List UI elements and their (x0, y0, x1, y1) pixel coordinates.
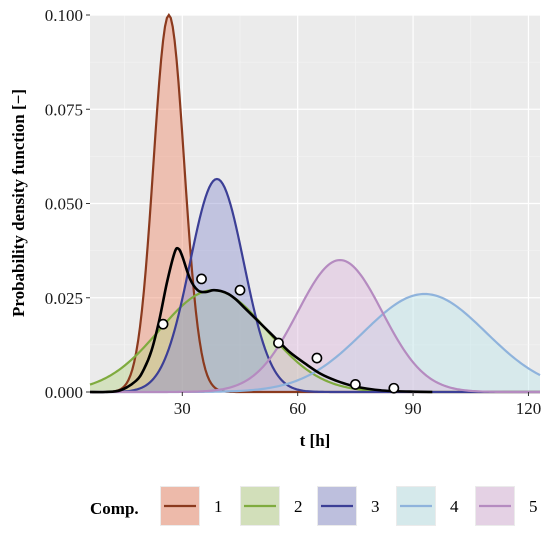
legend-title: Comp. (90, 499, 139, 518)
x-tick-label: 30 (174, 399, 191, 418)
series-4-area (90, 293, 540, 392)
series-fills (90, 15, 540, 392)
legend-label-1: 1 (214, 497, 223, 516)
series-3-line (90, 177, 540, 394)
y-axis-title: Probability density function [−] (9, 89, 28, 317)
mixture-line (89, 246, 433, 394)
series-2-area (90, 290, 540, 392)
observed-points (157, 273, 400, 394)
y-axis: 0.000 0.025 0.050 0.075 0.100 (45, 6, 90, 402)
x-tick-label: 60 (289, 399, 306, 418)
legend-label-5: 5 (529, 497, 538, 516)
series-lines (89, 12, 541, 394)
y-tick-label: 0.050 (45, 195, 83, 214)
legend-label-2: 2 (294, 497, 303, 516)
series-5-area (90, 260, 540, 392)
observed-point (311, 352, 323, 364)
observed-point (234, 284, 246, 296)
series-5-line (90, 258, 540, 394)
y-tick-label: 0.025 (45, 289, 83, 308)
x-axis: 30 60 90 120 (174, 392, 541, 418)
x-tick-label: 120 (516, 399, 542, 418)
y-tick-label: 0.075 (45, 100, 83, 119)
observed-point (273, 337, 284, 349)
legend: Comp. 1 2 3 4 5 (90, 486, 538, 526)
y-tick-label: 0.100 (45, 6, 83, 25)
mixture-curve (89, 246, 433, 394)
series-1-area (90, 15, 540, 392)
observed-point (157, 318, 169, 330)
observed-point (196, 273, 207, 285)
x-axis-title: t [h] (300, 431, 331, 450)
observed-point (388, 382, 400, 394)
legend-label-3: 3 (371, 497, 380, 516)
observed-point (349, 379, 361, 390)
series-3-area (90, 179, 540, 392)
legend-label-4: 4 (450, 497, 459, 516)
y-tick-label: 0.000 (45, 383, 83, 402)
x-tick-label: 90 (405, 399, 422, 418)
